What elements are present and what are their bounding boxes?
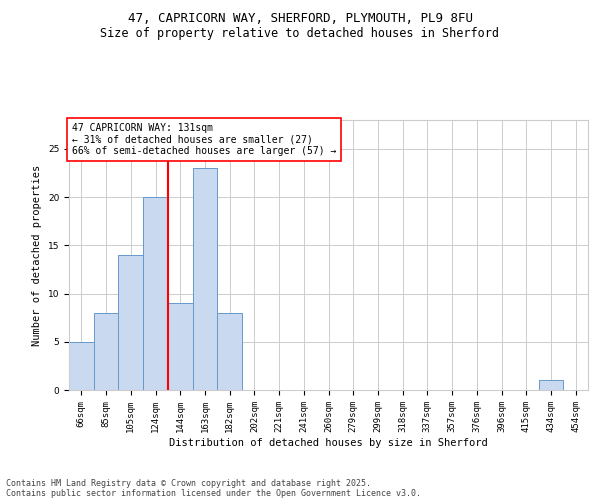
Text: Size of property relative to detached houses in Sherford: Size of property relative to detached ho…: [101, 28, 499, 40]
Bar: [94, 313, 118, 390]
Y-axis label: Number of detached properties: Number of detached properties: [32, 164, 42, 346]
X-axis label: Distribution of detached houses by size in Sherford: Distribution of detached houses by size …: [169, 438, 488, 448]
Bar: [539, 380, 563, 390]
Bar: [168, 303, 193, 390]
Bar: [69, 342, 94, 390]
Bar: [193, 168, 217, 390]
Bar: [217, 313, 242, 390]
Text: Contains HM Land Registry data © Crown copyright and database right 2025.: Contains HM Land Registry data © Crown c…: [6, 478, 371, 488]
Bar: [143, 197, 168, 390]
Text: 47 CAPRICORN WAY: 131sqm
← 31% of detached houses are smaller (27)
66% of semi-d: 47 CAPRICORN WAY: 131sqm ← 31% of detach…: [71, 122, 336, 156]
Bar: [118, 255, 143, 390]
Text: 47, CAPRICORN WAY, SHERFORD, PLYMOUTH, PL9 8FU: 47, CAPRICORN WAY, SHERFORD, PLYMOUTH, P…: [128, 12, 473, 26]
Text: Contains public sector information licensed under the Open Government Licence v3: Contains public sector information licen…: [6, 488, 421, 498]
